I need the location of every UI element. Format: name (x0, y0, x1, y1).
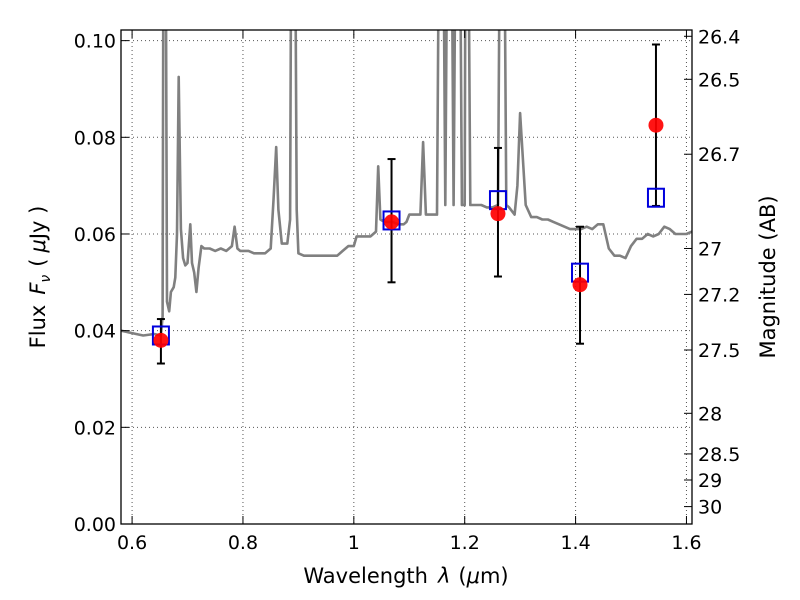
plot-background (121, 30, 692, 524)
y-tick-label: 0.02 (74, 417, 116, 439)
y-axis-ticks: 0.00 0.02 0.04 0.06 0.08 0.10 (74, 31, 129, 536)
y-tick-label: 0.08 (74, 127, 116, 149)
y-tick-label: 0.06 (74, 224, 116, 246)
y2-tick-label: 27.5 (698, 340, 740, 362)
y-axis-label: FluxFν(μJy ) (26, 206, 54, 349)
y2-tick-label: 26.4 (698, 26, 740, 48)
y2-tick-label: 26.7 (698, 144, 740, 166)
x-tick-label: 0.8 (228, 532, 258, 554)
y2-tick-label: 26.5 (698, 69, 740, 91)
y2-tick-label: 30 (698, 497, 722, 519)
y2-tick-label: 29 (698, 470, 722, 492)
observed-photometry (153, 117, 664, 348)
observed-point (572, 277, 588, 293)
observed-point (648, 117, 664, 133)
model-point (646, 187, 665, 208)
y-tick-label: 0.00 (74, 514, 116, 536)
y2-axis-label: Magnitude (AB) (756, 195, 780, 358)
observed-point (384, 214, 400, 230)
x-axis-ticks: 0.6 0.8 1 1.2 1.4 1.6 (117, 30, 702, 554)
observed-point (490, 206, 506, 222)
y2-tick-label: 27 (698, 238, 722, 260)
y-tick-label: 0.04 (74, 321, 116, 343)
y2-tick-label: 28.5 (698, 444, 740, 466)
plot-frame (120, 29, 693, 525)
y2-tick-label: 27.2 (698, 284, 740, 306)
x-axis-label: Wavelength λ (μm) (303, 564, 508, 588)
x-tick-label: 1.6 (671, 532, 701, 554)
model-point (382, 210, 401, 231)
x-tick-label: 1.2 (450, 532, 480, 554)
x-tick-label: 1 (348, 532, 360, 554)
y2-axis-ticks: 26.4 26.5 26.7 27 27.2 27.5 28 28.5 29 30 (684, 26, 740, 519)
observed-point (153, 332, 169, 348)
y2-tick-label: 28 (698, 403, 722, 425)
x-tick-label: 0.6 (117, 532, 147, 554)
y-tick-label: 0.10 (74, 31, 116, 53)
x-tick-label: 1.4 (560, 532, 590, 554)
